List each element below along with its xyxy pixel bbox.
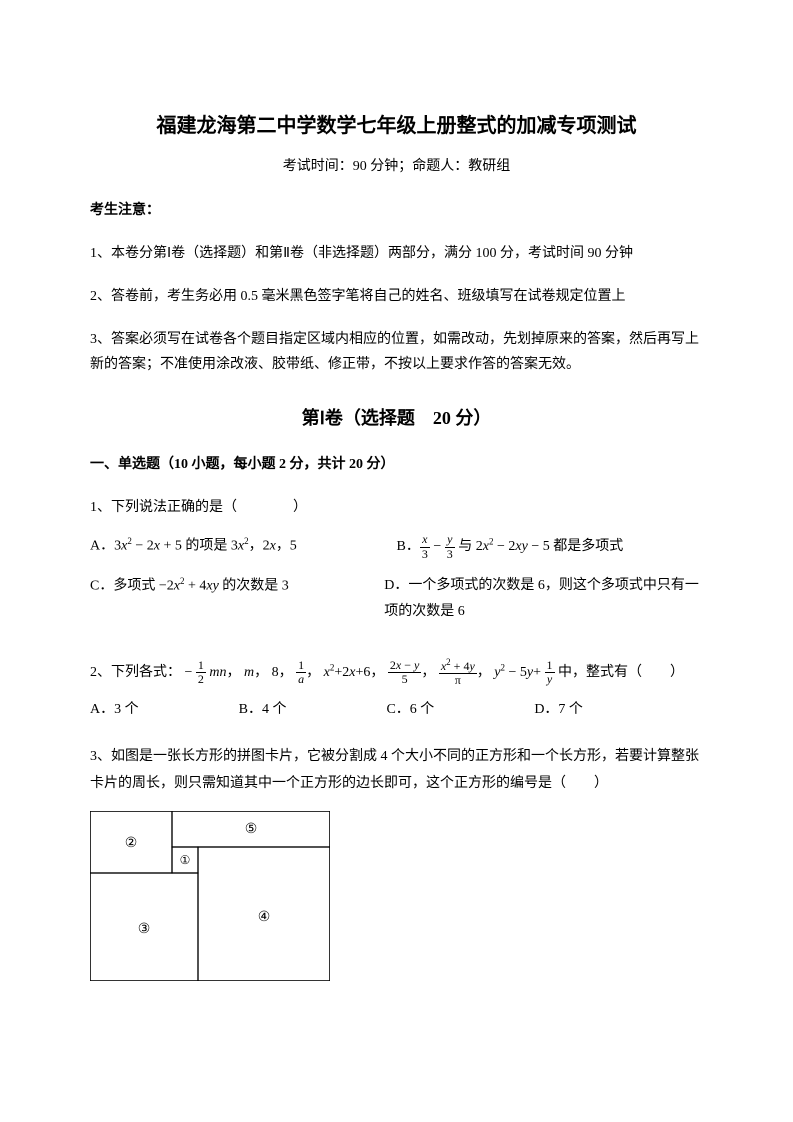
q2-s7: ， <box>477 665 491 680</box>
q2-stem: 2、下列各式： − 12 mn， m， 8， 1a， x2+2x+6， 2x −… <box>90 658 703 687</box>
q1-b-xy: xy <box>515 539 527 554</box>
q1-option-c: C．多项式 −2x2 + 4xy 的次数是 3 <box>90 573 384 626</box>
notice-item-2: 2、答卷前，考生务必用 0.5 毫米黑色签字笔将自己的姓名、班级填写在试卷规定位… <box>90 284 703 309</box>
subsection-header: 一、单选题（10 小题，每小题 2 分，共计 20 分） <box>90 454 703 476</box>
q1-b-sup: 2 <box>489 537 494 547</box>
q2-options: A．3 个 B．4 个 C．6 个 D．7 个 <box>90 697 703 724</box>
q2-option-c: C．6 个 <box>386 697 434 724</box>
q2-frac-1y: 1y <box>545 659 555 686</box>
q1-option-a: A．3x2 − 2x + 5 的项是 3x2，2x，5 <box>90 533 397 561</box>
q2-poly1: +2 <box>334 665 349 680</box>
q1-stem: 1、下列说法正确的是（ ） <box>90 495 703 522</box>
q2-frac-1a: 1a <box>296 659 306 686</box>
question-3: 3、如图是一张长方形的拼图卡片，它被分割成 4 个大小不同的正方形和一个长方形，… <box>90 744 703 992</box>
q1-b-prefix: B． <box>397 539 420 554</box>
question-2: 2、下列各式： − 12 mn， m， 8， 1a， x2+2x+6， 2x −… <box>90 658 703 724</box>
exam-title: 福建龙海第二中学数学七年级上册整式的加减专项测试 <box>90 110 703 142</box>
q1-c-prefix: C．多项式 −2 <box>90 578 174 593</box>
q2-prefix: 2、下列各式： <box>90 665 181 680</box>
q1-c-xy: xy <box>206 578 218 593</box>
q1-option-d: D．一个多项式的次数是 6，则这个多项式中只有一项的次数是 6 <box>384 573 703 626</box>
q2-s1: ， <box>227 665 241 680</box>
q1-a-t5: ，5 <box>276 539 297 554</box>
q2-8: 8 <box>272 665 279 680</box>
q1-b-mid: 与 2 <box>455 539 483 554</box>
q2-poly2: +6 <box>356 665 371 680</box>
notice-header: 考生注意： <box>90 200 703 222</box>
q2-suffix: 中，整式有（ ） <box>555 665 685 680</box>
q1-option-b: B．x3 − y3 与 2x2 − 2xy − 5 都是多项式 <box>397 533 704 561</box>
q2-frac-x24y: x2 + 4yπ <box>439 658 477 687</box>
q2-s6: ， <box>421 665 435 680</box>
q2-option-a: A．3 个 <box>90 697 139 724</box>
q2-s2: ， <box>254 665 268 680</box>
label-4: ④ <box>258 910 271 925</box>
q2-s4: ， <box>306 665 320 680</box>
label-5: ⑤ <box>245 822 258 837</box>
q2-frac-2xy5: 2x − y5 <box>388 659 421 686</box>
q1-a-prefix: A． <box>90 539 114 554</box>
q2-frac-half: 12 <box>196 659 206 686</box>
section-header: 第Ⅰ卷（选择题 20 分） <box>90 404 703 433</box>
q3-stem: 3、如图是一张长方形的拼图卡片，它被分割成 4 个大小不同的正方形和一个长方形，… <box>90 744 703 797</box>
q2-option-d: D．7 个 <box>534 697 583 724</box>
q1-a-t3: + 5 的项是 3 <box>160 539 238 554</box>
q2-s3: ， <box>279 665 293 680</box>
notice-item-1: 1、本卷分第Ⅰ卷（选择题）和第Ⅱ卷（非选择题）两部分，满分 100 分，考试时间… <box>90 241 703 266</box>
notice-item-3: 3、答案必须写在试卷各个题目指定区域内相应的位置，如需改动，先划掉原来的答案，然… <box>90 327 703 377</box>
q1-c-mid: + 4 <box>184 578 206 593</box>
partition-diagram: ⑤ ② ① ④ ③ <box>90 811 703 992</box>
question-1: 1、下列说法正确的是（ ） A．3x2 − 2x + 5 的项是 3x2，2x，… <box>90 495 703 638</box>
q2-y: y <box>527 665 533 680</box>
label-2: ② <box>125 836 138 851</box>
label-3: ③ <box>138 922 151 937</box>
q2-m: m <box>244 665 254 680</box>
q1-a-t4: ，2 <box>249 539 270 554</box>
label-1: ① <box>180 853 191 867</box>
q2-option-b: B．4 个 <box>239 697 287 724</box>
q2-s5: ， <box>370 665 384 680</box>
q1-b-frac1: x3 <box>420 533 430 560</box>
exam-subtitle: 考试时间：90 分钟；命题人：教研组 <box>90 156 703 178</box>
diagram-svg: ⑤ ② ① ④ ③ <box>90 811 330 981</box>
q1-c-suffix: 的次数是 3 <box>219 578 289 593</box>
q2-mn: mn <box>209 665 226 680</box>
q1-options: A．3x2 − 2x + 5 的项是 3x2，2x，5 B．x3 − y3 与 … <box>90 533 703 638</box>
q2-y2mid: − 5 <box>505 665 527 680</box>
q1-b-frac2: y3 <box>445 533 455 560</box>
q1-b-suffix: − 5 都是多项式 <box>528 539 623 554</box>
q1-a-t2: − 2 <box>132 539 154 554</box>
